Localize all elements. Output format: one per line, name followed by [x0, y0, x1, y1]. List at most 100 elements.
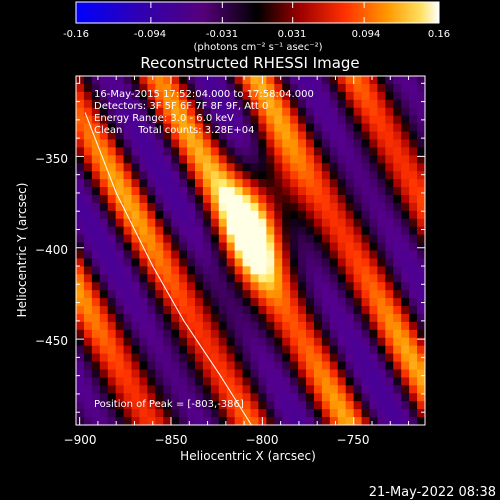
- heatmap-cell: [131, 282, 141, 291]
- heatmap-cell: [123, 385, 133, 394]
- heatmap-cell: [353, 139, 363, 148]
- heatmap-cell: [393, 385, 402, 394]
- heatmap-cell: [385, 226, 394, 236]
- heatmap-cell: [306, 163, 315, 172]
- heatmap-cell: [171, 298, 180, 307]
- heatmap-cell: [290, 282, 299, 291]
- heatmap-cell: [155, 115, 164, 125]
- heatmap-cell: [282, 139, 291, 148]
- heatmap-cell: [306, 377, 315, 386]
- heatmap-cell: [306, 226, 315, 236]
- heatmap-cell: [155, 139, 164, 148]
- heatmap-cell: [274, 266, 283, 275]
- heatmap-cell: [210, 298, 220, 307]
- heatmap-cell: [313, 393, 323, 402]
- heatmap-cell: [83, 179, 93, 188]
- heatmap-cell: [258, 353, 267, 363]
- heatmap-cell: [179, 345, 188, 355]
- heatmap-cell: [226, 147, 236, 156]
- heatmap-cell: [234, 226, 244, 236]
- heatmap-cell: [345, 282, 355, 291]
- heatmap-cell: [234, 107, 244, 117]
- heatmap-cell: [337, 76, 347, 85]
- heatmap-cell: [306, 99, 315, 109]
- heatmap-cell: [163, 202, 172, 212]
- heatmap-cell: [115, 115, 125, 125]
- heatmap-cell: [250, 242, 260, 252]
- heatmap-cell: [282, 353, 291, 363]
- heatmap-cell: [337, 401, 347, 410]
- heatmap-cell: [179, 282, 188, 291]
- y-tick-label: −350: [35, 152, 68, 166]
- heatmap-cell: [234, 266, 244, 275]
- heatmap-cell: [258, 123, 267, 133]
- heatmap-cell: [194, 91, 204, 101]
- heatmap-cell: [202, 321, 212, 331]
- heatmap-cell: [353, 282, 363, 291]
- heatmap-cell: [179, 171, 188, 180]
- heatmap-cell: [290, 329, 299, 339]
- x-axis-label: Heliocentric X (arcsec): [180, 449, 316, 463]
- heatmap-cell: [179, 179, 188, 188]
- heatmap-cell: [353, 298, 363, 307]
- heatmap-cell: [202, 187, 212, 196]
- heatmap-cell: [313, 274, 323, 283]
- heatmap-cell: [329, 250, 339, 260]
- heatmap-cell: [91, 290, 101, 299]
- heatmap-cell: [329, 107, 339, 117]
- heatmap-cell: [171, 377, 180, 386]
- heatmap-cell: [179, 123, 188, 133]
- heatmap-cell: [179, 306, 188, 315]
- heatmap-cell: [83, 218, 93, 228]
- heatmap-cell: [83, 194, 93, 204]
- heatmap-cell: [187, 242, 196, 252]
- heatmap-cell: [321, 187, 331, 196]
- heatmap-cell: [187, 123, 196, 133]
- heatmap-cell: [115, 298, 125, 307]
- heatmap-cell: [218, 377, 228, 386]
- heatmap-cell: [123, 306, 133, 315]
- heatmap-cell: [353, 131, 363, 141]
- heatmap-cell: [115, 258, 125, 267]
- heatmap-cell: [282, 83, 291, 93]
- heatmap-cell: [250, 298, 260, 307]
- heatmap-cell: [123, 218, 133, 228]
- heatmap-cell: [202, 385, 212, 394]
- heatmap-cell: [313, 107, 323, 117]
- heatmap-cell: [401, 218, 410, 228]
- heatmap-cell: [282, 321, 291, 331]
- heatmap-cell: [131, 258, 141, 267]
- heatmap-cell: [377, 99, 386, 109]
- heatmap-cell: [298, 306, 307, 315]
- heatmap-cell: [282, 131, 291, 141]
- heatmap-cell: [242, 393, 252, 402]
- heatmap-cell: [76, 147, 85, 156]
- heatmap-cell: [385, 353, 394, 363]
- heatmap-cell: [329, 218, 339, 228]
- heatmap-cell: [377, 274, 386, 283]
- heatmap-cell: [202, 266, 212, 275]
- heatmap-cell: [313, 377, 323, 386]
- heatmap-cell: [91, 409, 101, 418]
- heatmap-cell: [171, 218, 180, 228]
- heatmap-cell: [163, 218, 172, 228]
- heatmap-cell: [377, 179, 386, 188]
- heatmap-cell: [361, 83, 371, 93]
- heatmap-cell: [290, 107, 299, 117]
- heatmap-cell: [131, 139, 141, 148]
- heatmap-cell: [290, 234, 299, 244]
- heatmap-cell: [226, 313, 236, 323]
- heatmap-cell: [409, 194, 418, 204]
- heatmap-cell: [202, 282, 212, 291]
- heatmap-cell: [337, 155, 347, 164]
- heatmap-cell: [218, 139, 228, 148]
- heatmap-cell: [274, 401, 283, 410]
- heatmap-cell: [218, 345, 228, 355]
- heatmap-cell: [282, 401, 291, 410]
- heatmap-cell: [179, 147, 188, 156]
- heatmap-cell: [99, 345, 109, 355]
- heatmap-cell: [353, 369, 363, 379]
- heatmap-cell: [147, 171, 156, 180]
- heatmap-cell: [139, 353, 148, 363]
- heatmap-cell: [361, 361, 371, 371]
